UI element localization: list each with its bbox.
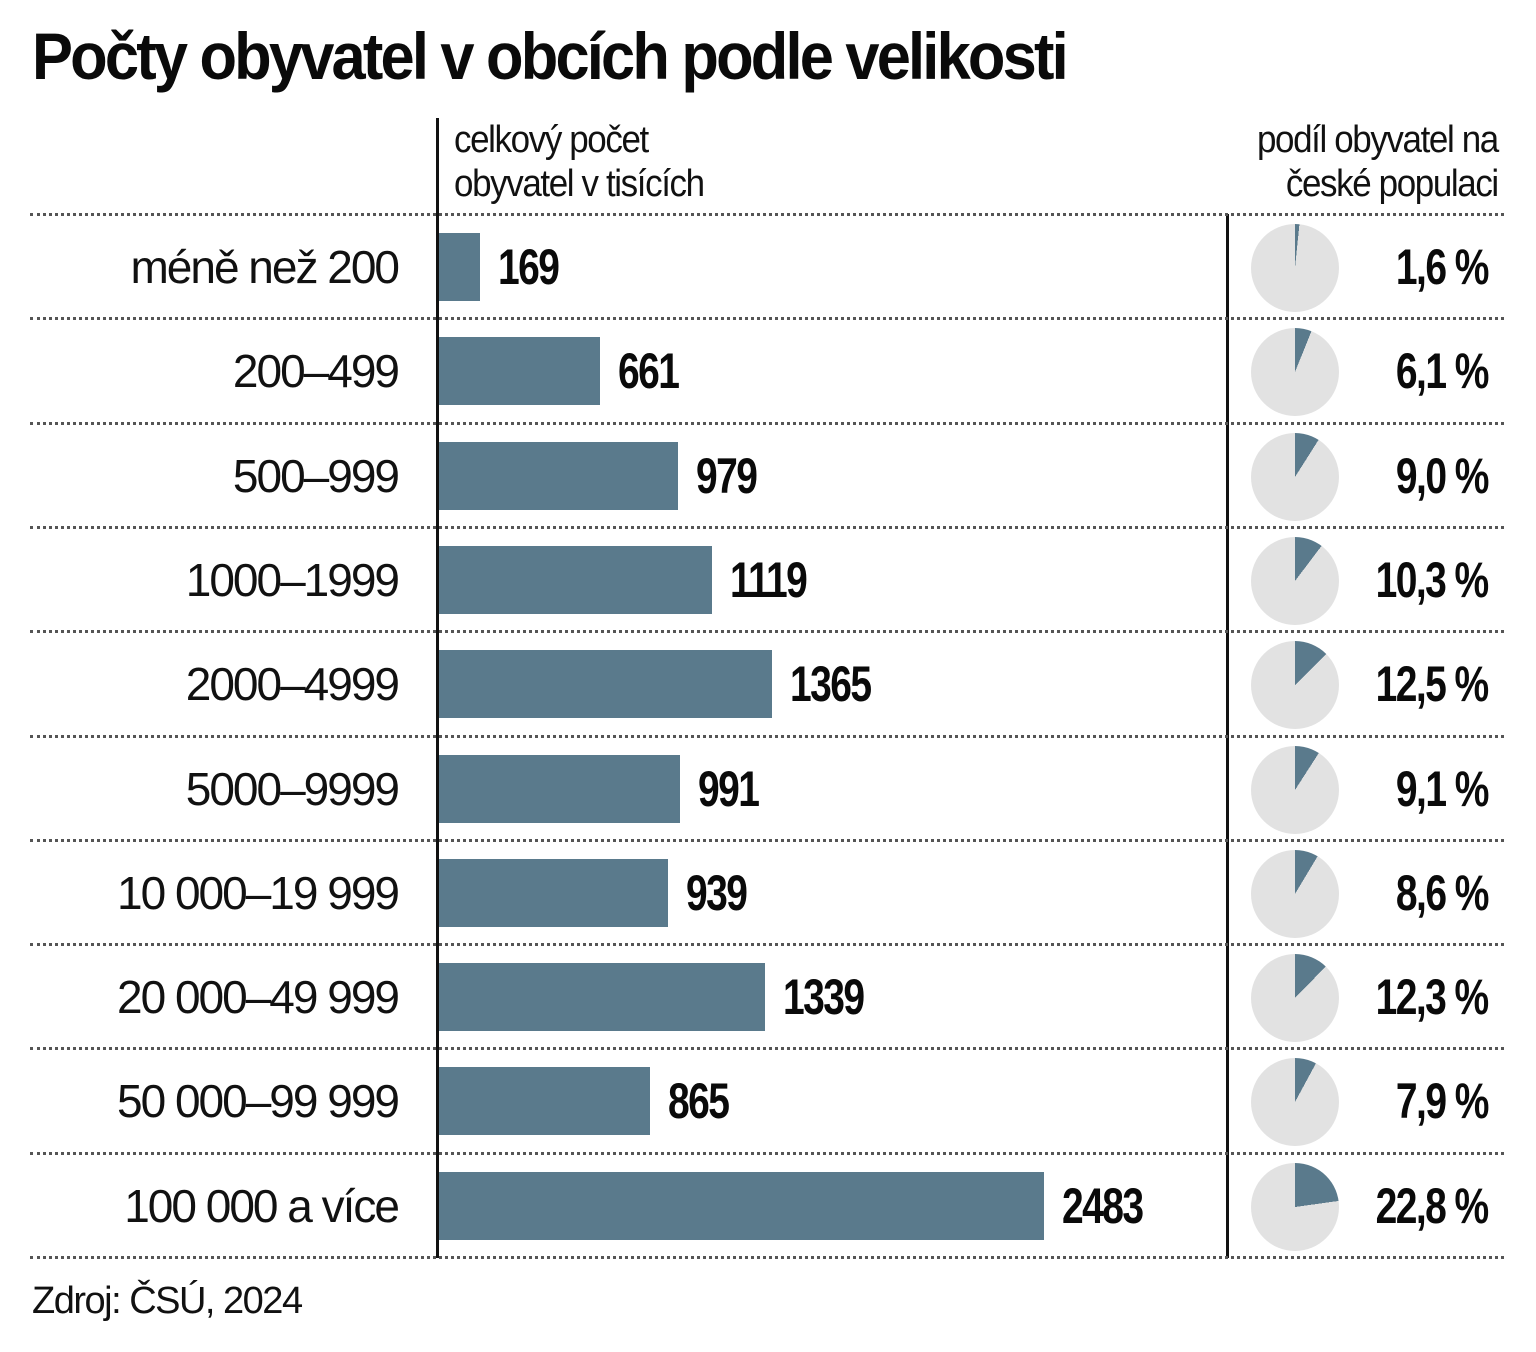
share-percent-label: 9,0 %: [1396, 447, 1489, 504]
row-separator: [30, 1151, 1504, 1155]
share-percent-label: 8,6 %: [1396, 864, 1489, 921]
row-separator: [30, 630, 1504, 634]
category-label: 50 000–99 999: [117, 1075, 400, 1128]
row-separator: [30, 838, 1504, 842]
bar-header-line1: celkový počet: [454, 119, 649, 161]
share-pie-icon: [1251, 328, 1339, 417]
population-bar: [439, 1067, 650, 1136]
category-label: 20 000–49 999: [117, 971, 400, 1024]
row-separator: [30, 1047, 1504, 1051]
population-bar: [439, 233, 480, 301]
bar-column-header: celkový počet obyvatel v tisících: [454, 118, 705, 206]
chart-row: méně než 200 169 1,6 %: [0, 215, 1536, 319]
share-pie-icon: [1251, 954, 1339, 1043]
bar-value-label: 979: [696, 447, 758, 504]
share-header-line2: české populaci: [1286, 163, 1499, 205]
row-separator: [30, 943, 1504, 947]
share-percent-label: 22,8 %: [1375, 1177, 1490, 1234]
share-percent-label: 12,3 %: [1375, 969, 1490, 1026]
chart-title: Počty obyvatel v obcích podle velikosti: [32, 19, 1069, 93]
bar-value-label: 2483: [1062, 1177, 1144, 1234]
category-label: 5000–9999: [185, 762, 400, 815]
bar-value-label: 1339: [783, 969, 865, 1026]
category-label: 100 000 a více: [124, 1179, 400, 1232]
bar-value-label: 1119: [730, 551, 808, 608]
chart-row: 100 000 a více 2483 22,8 %: [0, 1154, 1536, 1258]
population-bar: [439, 858, 668, 927]
share-pie-icon: [1251, 745, 1339, 834]
population-bar: [439, 963, 765, 1032]
category-label: 2000–4999: [185, 658, 400, 711]
share-percent-label: 7,9 %: [1396, 1073, 1489, 1130]
share-pie-icon: [1251, 849, 1339, 938]
row-separator: [30, 317, 1504, 321]
share-header-line1: podíl obyvatel na: [1257, 119, 1499, 161]
source-note: Zdroj: ČSÚ, 2024: [32, 1280, 303, 1322]
chart-row: 50 000–99 999 865 7,9 %: [0, 1049, 1536, 1153]
bar-value-label: 865: [668, 1073, 730, 1130]
share-column-header: podíl obyvatel na české populaci: [1257, 118, 1499, 206]
row-separator: [30, 213, 1504, 216]
chart-row: 200–499 661 6,1 %: [0, 319, 1536, 423]
share-pie-icon: [1251, 432, 1339, 521]
bar-header-line2: obyvatel v tisících: [454, 163, 705, 205]
chart-row: 500–999 979 9,0 %: [0, 424, 1536, 528]
bar-value-label: 169: [498, 239, 560, 295]
share-percent-label: 10,3 %: [1375, 551, 1490, 608]
chart-row: 1000–1999 1119 10,3 %: [0, 528, 1536, 632]
row-separator: [30, 525, 1504, 529]
share-pie-icon: [1251, 1162, 1339, 1251]
share-percent-label: 12,5 %: [1375, 656, 1490, 713]
share-pie-icon: [1251, 536, 1339, 625]
category-label: 200–499: [232, 345, 400, 398]
bar-value-label: 1365: [790, 656, 872, 713]
share-percent-label: 6,1 %: [1396, 343, 1489, 400]
bar-value-label: 939: [686, 864, 748, 921]
row-separator: [30, 1256, 1504, 1259]
population-bar: [439, 337, 600, 406]
category-label: méně než 200: [130, 241, 400, 293]
share-percent-label: 1,6 %: [1396, 239, 1489, 295]
category-label: 500–999: [232, 449, 400, 502]
category-label: 10 000–19 999: [117, 866, 400, 919]
bar-value-label: 991: [698, 760, 760, 817]
population-bar: [439, 1171, 1044, 1240]
share-pie-icon: [1251, 641, 1339, 730]
category-label: 1000–1999: [185, 553, 400, 606]
chart-row: 5000–9999 991 9,1 %: [0, 737, 1536, 841]
share-pie-icon: [1251, 224, 1339, 312]
population-bar: [439, 754, 680, 823]
chart-row: 20 000–49 999 1339 12,3 %: [0, 945, 1536, 1049]
population-bar: [439, 545, 712, 614]
share-pie-icon: [1251, 1058, 1339, 1147]
row-separator: [30, 734, 1504, 738]
bar-value-label: 661: [618, 343, 680, 400]
chart-row: 10 000–19 999 939 8,6 %: [0, 841, 1536, 945]
chart-row: 2000–4999 1365 12,5 %: [0, 632, 1536, 736]
population-bar: [439, 441, 678, 510]
bar-axis-line: [436, 118, 439, 1258]
population-bar: [439, 650, 772, 719]
share-percent-label: 9,1 %: [1396, 760, 1489, 817]
row-separator: [30, 421, 1504, 425]
